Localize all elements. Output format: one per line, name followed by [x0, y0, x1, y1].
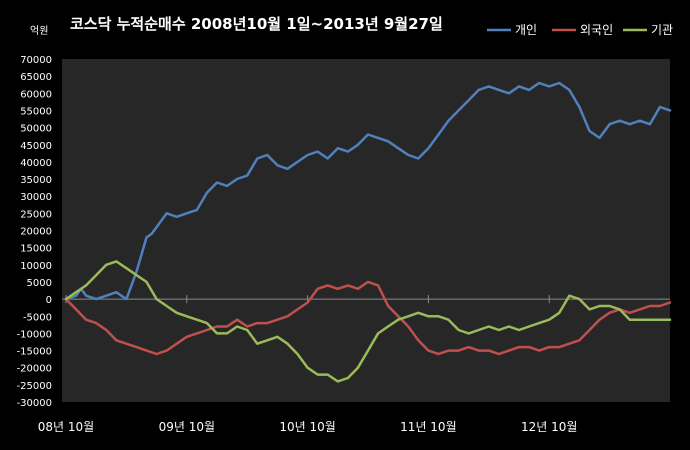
series-lines: [64, 81, 672, 383]
y-tick-label: -15000: [17, 347, 52, 358]
y-tick-label: -25000: [17, 381, 52, 392]
y-tick-label: 40000: [20, 158, 52, 169]
x-tick-label: 09년 10월: [159, 420, 215, 434]
x-tick-label: 08년 10월: [38, 420, 94, 434]
legend-label: 개인: [515, 23, 537, 37]
y-tick-label: 35000: [20, 175, 52, 186]
x-tick-label: 11년 10월: [400, 420, 456, 434]
series-line-1: [64, 280, 672, 356]
y-tick-label: 45000: [20, 141, 52, 152]
x-tick-label: 12년 10월: [521, 420, 577, 434]
unit-label: 억원: [30, 25, 48, 37]
y-tick-label: -30000: [17, 398, 52, 409]
y-tick-label: 10000: [20, 261, 52, 272]
y-tick-label: 0: [46, 295, 52, 306]
legend-label: 외국인: [580, 23, 613, 37]
legend: 개인 외국인 기관: [487, 23, 673, 37]
series-line-0: [64, 81, 672, 301]
y-tick-label: 50000: [20, 124, 52, 135]
y-tick-label: 55000: [20, 106, 52, 117]
y-tick-label: 60000: [20, 89, 52, 100]
x-tick-label: 10년 10월: [279, 420, 335, 434]
y-tick-label: -20000: [17, 364, 52, 375]
y-tick-label: -10000: [17, 329, 52, 340]
y-tick-label: -5000: [23, 312, 52, 323]
series-line-2: [64, 260, 672, 383]
y-tick-label: 70000: [20, 55, 52, 66]
y-tick-label: 30000: [20, 192, 52, 203]
legend-label: 기관: [651, 23, 673, 37]
y-tick-label: 25000: [20, 209, 52, 220]
y-tick-label: 20000: [20, 227, 52, 238]
y-tick-label: 5000: [27, 278, 52, 289]
x-axis: 08년 10월 09년 10월 10년 10월 11년 10월 12년 10월: [38, 295, 670, 434]
y-tick-label: 65000: [20, 72, 52, 83]
y-axis: 7000065000600005500050000450004000035000…: [17, 55, 52, 409]
chart-title: 코스닥 누적순매수 2008년10월 1일~2013년 9월27일: [70, 15, 443, 33]
y-tick-label: 15000: [20, 244, 52, 255]
